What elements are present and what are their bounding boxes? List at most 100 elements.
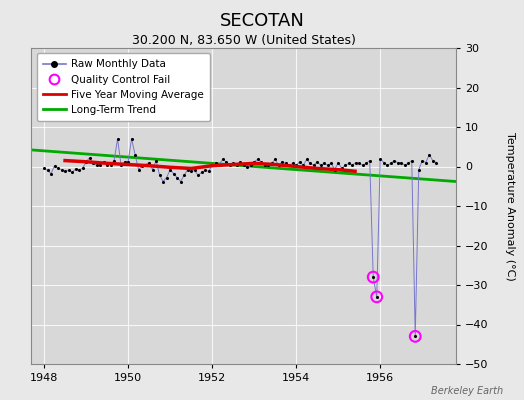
Y-axis label: Temperature Anomaly (°C): Temperature Anomaly (°C) [505,132,515,280]
Point [190,167,199,174]
Point [421,159,430,166]
Point [281,160,290,166]
Point [40,165,48,172]
Point [173,174,181,181]
Point [358,162,367,168]
Point [159,178,167,185]
Text: Berkeley Earth: Berkeley Earth [431,386,503,396]
Point [131,152,139,158]
Point [225,162,234,168]
Point [394,159,402,166]
Point [267,160,276,166]
Point [121,158,129,165]
Point [429,157,437,164]
Point [75,166,83,173]
Legend: Raw Monthly Data, Quality Control Fail, Five Year Moving Average, Long-Term Tren: Raw Monthly Data, Quality Control Fail, … [37,53,210,121]
Point [296,158,304,165]
Point [337,165,346,172]
Point [355,160,364,166]
Point [310,162,318,168]
Point [383,162,391,168]
Point [106,161,115,168]
Point [316,162,325,168]
Point [320,160,329,166]
Point [194,172,202,178]
Point [246,161,255,168]
Point [212,160,220,166]
Title: 30.200 N, 83.650 W (United States): 30.200 N, 83.650 W (United States) [132,34,356,47]
Point [236,158,244,165]
Point [285,162,293,168]
Point [323,162,332,168]
Point [43,167,52,174]
Point [348,162,356,168]
Point [68,169,77,176]
Point [264,161,272,168]
Point [306,160,314,166]
Point [257,158,265,165]
Point [411,333,419,340]
Point [208,162,216,168]
Point [183,166,192,173]
Point [85,155,94,161]
Point [58,166,66,173]
Point [79,165,87,172]
Point [414,166,423,173]
Point [141,161,150,168]
Point [198,169,206,176]
Point [411,333,419,340]
Point [100,158,108,165]
Point [180,172,188,178]
Point [275,162,283,168]
Point [292,162,300,168]
Text: SECOTAN: SECOTAN [220,12,304,30]
Point [54,165,62,172]
Point [260,162,269,168]
Point [278,158,287,165]
Point [187,168,195,174]
Point [250,158,258,165]
Point [215,161,223,168]
Point [113,136,122,142]
Point [152,157,160,164]
Point [425,152,433,158]
Point [369,274,377,280]
Point [379,159,388,166]
Point [135,166,143,173]
Point [432,159,441,166]
Point [299,162,308,168]
Point [229,160,237,166]
Point [82,158,90,165]
Point [369,274,377,280]
Point [390,157,398,164]
Point [254,156,262,162]
Point [96,161,104,168]
Point [344,160,353,166]
Point [110,157,118,164]
Point [239,162,248,168]
Point [302,156,311,162]
Point [352,159,360,166]
Point [219,156,227,162]
Point [47,170,55,177]
Point [408,157,416,164]
Point [397,159,406,166]
Point [387,160,395,166]
Point [331,166,339,173]
Point [327,160,335,166]
Point [127,136,136,142]
Point [362,160,370,166]
Point [404,160,412,166]
Point [334,159,342,166]
Point [156,172,164,178]
Point [204,168,213,174]
Point [373,294,381,300]
Point [124,158,132,165]
Point [89,160,97,166]
Point [148,166,157,173]
Point [71,166,80,172]
Point [50,162,59,169]
Point [177,178,185,185]
Point [103,162,111,168]
Point [145,159,154,166]
